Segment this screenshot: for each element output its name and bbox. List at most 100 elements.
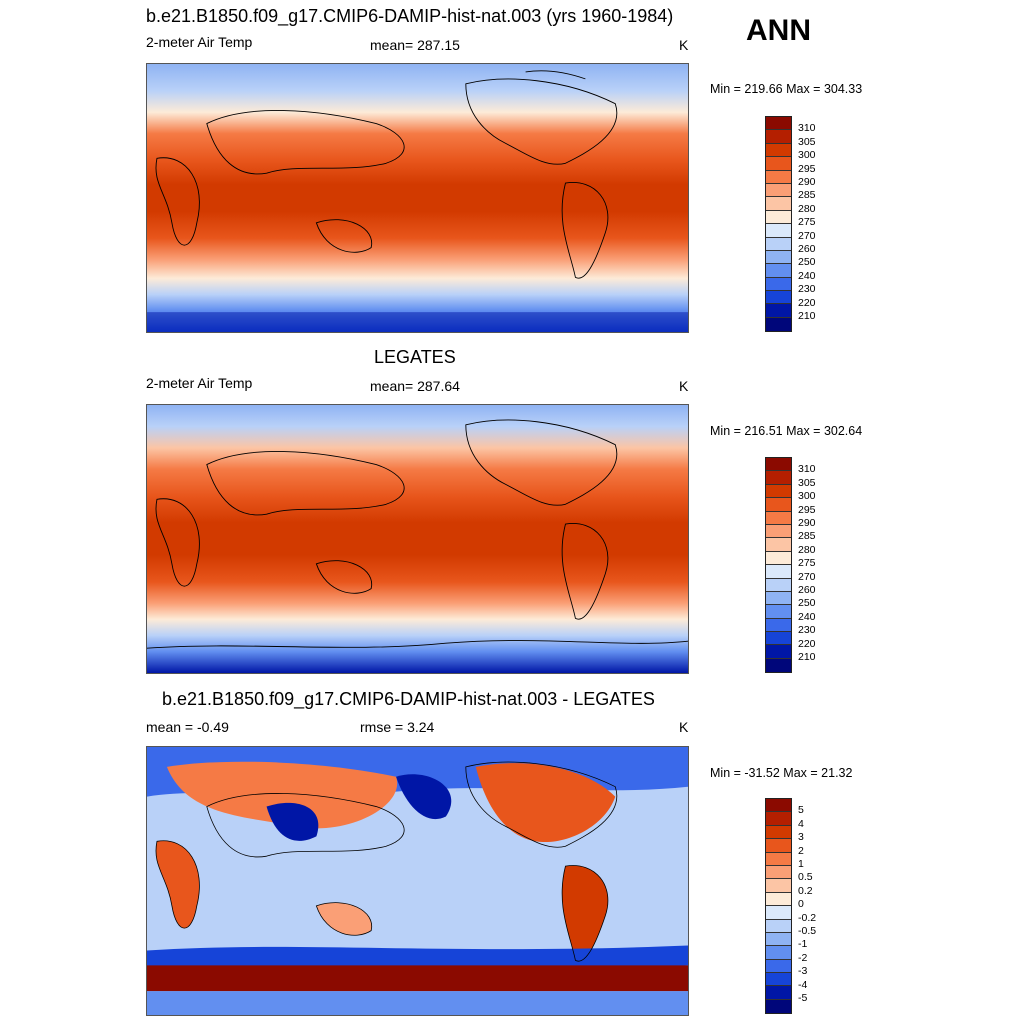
colorbar-tick-label: 280 bbox=[798, 543, 816, 556]
colorbar-tick-label: 280 bbox=[798, 202, 816, 215]
panel-3-minmax: Min = -31.52 Max = 21.32 bbox=[710, 766, 853, 780]
colorbar-tick-label: 285 bbox=[798, 189, 816, 202]
colorbar-swatch bbox=[766, 210, 791, 225]
colorbar-swatch bbox=[766, 645, 791, 659]
colorbar-swatch bbox=[766, 484, 791, 499]
colorbar-tick-label: -1 bbox=[798, 938, 808, 951]
colorbar-swatch bbox=[766, 551, 791, 566]
panel-3-units-label: K bbox=[679, 719, 689, 735]
colorbar-swatch bbox=[766, 999, 791, 1014]
colorbar-swatch bbox=[766, 277, 791, 292]
colorbar-tick-label: 3 bbox=[798, 831, 804, 844]
colorbar-swatch bbox=[766, 578, 791, 592]
colorbar-swatch bbox=[766, 892, 791, 907]
colorbar-swatch bbox=[766, 932, 791, 947]
colorbar-swatch bbox=[766, 524, 791, 539]
colorbar-swatch bbox=[766, 906, 791, 920]
colorbar-swatch bbox=[766, 471, 791, 485]
colorbar-swatch bbox=[766, 538, 791, 552]
panel-1-title: b.e21.B1850.f09_g17.CMIP6-DAMIP-hist-nat… bbox=[146, 6, 674, 26]
panel-3-map-plot bbox=[147, 747, 688, 1015]
colorbar-tick-label: 5 bbox=[798, 804, 804, 817]
colorbar-swatch bbox=[766, 237, 791, 251]
colorbar-tick-label: 305 bbox=[798, 476, 816, 489]
colorbar-tick-label: 0 bbox=[798, 898, 804, 911]
colorbar-tick-label: 270 bbox=[798, 229, 816, 242]
colorbar-tick-label: 1 bbox=[798, 858, 804, 870]
panel-3-title: b.e21.B1850.f09_g17.CMIP6-DAMIP-hist-nat… bbox=[162, 689, 655, 709]
colorbar-tick-label: 290 bbox=[798, 517, 816, 529]
panel-1-map-plot bbox=[147, 64, 688, 332]
panel-2-map bbox=[146, 404, 689, 674]
panel-3-colorbar bbox=[765, 798, 792, 1015]
colorbar-swatch bbox=[766, 986, 791, 1000]
colorbar-tick-label: 0.2 bbox=[798, 884, 813, 897]
colorbar-tick-label: 240 bbox=[798, 269, 816, 282]
colorbar-tick-label: -4 bbox=[798, 978, 808, 991]
colorbar-swatch bbox=[766, 317, 791, 332]
colorbar-tick-label: 310 bbox=[798, 463, 816, 476]
colorbar-tick-label: -0.2 bbox=[798, 911, 817, 924]
panel-3-rmse-label: rmse = 3.24 bbox=[360, 719, 435, 735]
colorbar-tick-label: 270 bbox=[798, 570, 816, 583]
colorbar-swatch bbox=[766, 812, 791, 826]
panel-2-title: LEGATES bbox=[374, 347, 456, 367]
colorbar-tick-label: 2 bbox=[798, 844, 804, 857]
colorbar-tick-label: -2 bbox=[798, 951, 808, 964]
season-label: ANN bbox=[746, 14, 811, 47]
colorbar-tick-label: 305 bbox=[798, 135, 816, 148]
colorbar-swatch bbox=[766, 946, 791, 960]
colorbar-swatch bbox=[766, 511, 791, 525]
colorbar-tick-label: 275 bbox=[798, 216, 816, 229]
colorbar-tick-label: 230 bbox=[798, 624, 816, 637]
colorbar-swatch bbox=[766, 825, 791, 840]
colorbar-tick-label: 260 bbox=[798, 584, 816, 596]
colorbar-swatch bbox=[766, 130, 791, 144]
panel-2-units-label: K bbox=[679, 378, 689, 394]
colorbar-tick-label: 250 bbox=[798, 597, 816, 610]
colorbar-swatch bbox=[766, 605, 791, 619]
panel-2-colorbar bbox=[765, 457, 792, 674]
colorbar-swatch bbox=[766, 498, 791, 512]
colorbar-swatch bbox=[766, 170, 791, 184]
panel-2-map-plot bbox=[147, 405, 688, 673]
colorbar-swatch bbox=[766, 250, 791, 265]
colorbar-tick-label: 290 bbox=[798, 176, 816, 188]
colorbar-tick-label: 220 bbox=[798, 637, 816, 650]
colorbar-tick-label: 210 bbox=[798, 310, 816, 322]
colorbar-swatch bbox=[766, 264, 791, 278]
colorbar-tick-label: 310 bbox=[798, 122, 816, 135]
colorbar-tick-label: 230 bbox=[798, 283, 816, 296]
colorbar-tick-label: 0.5 bbox=[798, 871, 813, 884]
colorbar-swatch bbox=[766, 224, 791, 238]
colorbar-tick-label: 300 bbox=[798, 490, 816, 503]
colorbar-tick-label: 240 bbox=[798, 610, 816, 623]
panel-3-mean-label: mean = -0.49 bbox=[146, 719, 229, 735]
colorbar-swatch bbox=[766, 973, 791, 987]
panel-1-colorbar bbox=[765, 116, 792, 333]
colorbar-swatch bbox=[766, 919, 791, 933]
colorbar-swatch bbox=[766, 565, 791, 579]
colorbar-swatch bbox=[766, 959, 791, 974]
colorbar-tick-label: 300 bbox=[798, 149, 816, 162]
colorbar-swatch bbox=[766, 852, 791, 866]
colorbar-swatch bbox=[766, 658, 791, 673]
colorbar-tick-label: 210 bbox=[798, 651, 816, 663]
colorbar-swatch bbox=[766, 632, 791, 646]
panel-1-units-label: K bbox=[679, 37, 689, 53]
colorbar-tick-label: 260 bbox=[798, 243, 816, 255]
colorbar-swatch bbox=[766, 197, 791, 211]
colorbar-swatch bbox=[766, 879, 791, 893]
colorbar-swatch bbox=[766, 618, 791, 633]
colorbar-tick-label: -0.5 bbox=[798, 925, 817, 937]
colorbar-tick-label: 220 bbox=[798, 296, 816, 309]
panel-1-variable-label: 2-meter Air Temp bbox=[146, 34, 253, 50]
colorbar-tick-label: -3 bbox=[798, 965, 808, 978]
colorbar-tick-label: 275 bbox=[798, 557, 816, 570]
panel-1-minmax: Min = 219.66 Max = 304.33 bbox=[710, 82, 863, 96]
colorbar-tick-label: 295 bbox=[798, 503, 816, 516]
colorbar-tick-label: 295 bbox=[798, 162, 816, 175]
panel-2-variable-label: 2-meter Air Temp bbox=[146, 375, 253, 391]
colorbar-swatch bbox=[766, 304, 791, 318]
colorbar-swatch bbox=[766, 117, 791, 131]
